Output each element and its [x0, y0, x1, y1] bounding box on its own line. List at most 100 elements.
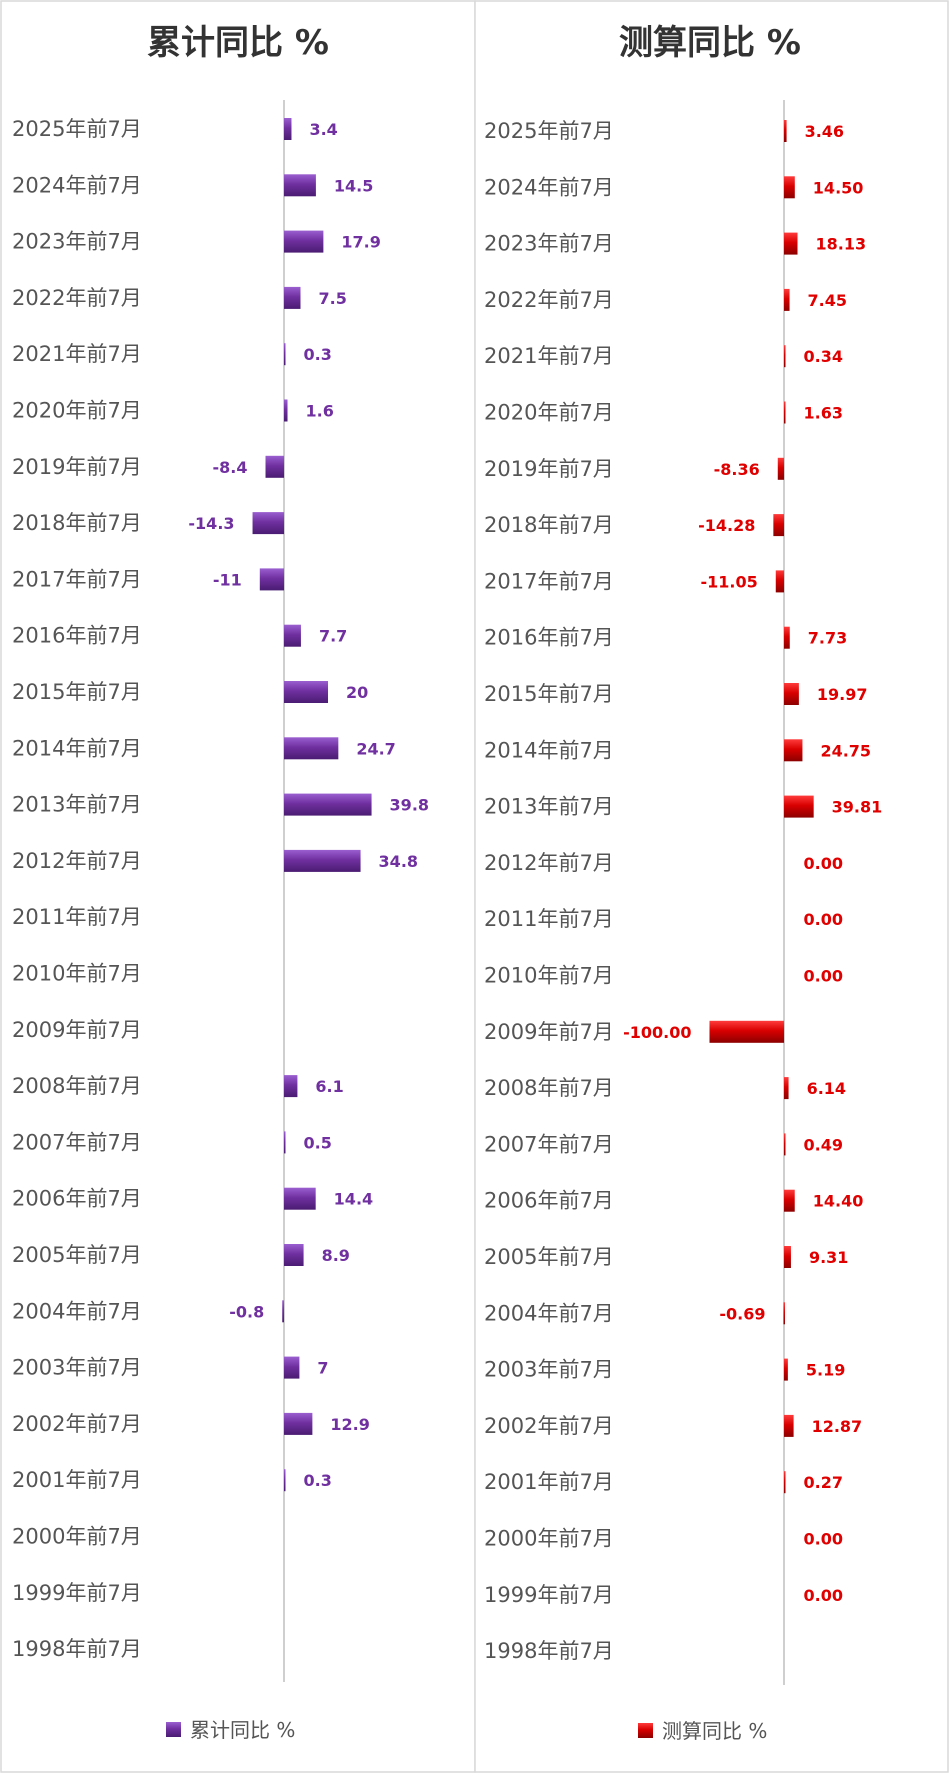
- data-label: 19.97: [817, 685, 868, 704]
- data-label: 7.7: [319, 627, 347, 646]
- data-label: 5.19: [806, 1361, 845, 1380]
- left-legend-label: 累计同比 %: [190, 1718, 295, 1742]
- data-bar: [284, 1187, 316, 1210]
- right-legend-label: 测算同比 %: [662, 1719, 767, 1743]
- data-bar: [284, 624, 301, 647]
- data-label: 1.6: [306, 402, 334, 421]
- right-legend-swatch: [638, 1723, 653, 1738]
- data-bar: [284, 399, 288, 422]
- data-label: 0.00: [804, 1586, 843, 1605]
- data-label: 12.87: [812, 1417, 863, 1436]
- category-label: 2012年前7月: [484, 851, 614, 875]
- data-label: 9.31: [809, 1248, 848, 1267]
- right-chart-marks: 2025年前7月 3.46 2024年前7月 14.50 2023年前7月 18.13 20…: [484, 119, 882, 1663]
- category-label: 2020年前7月: [12, 399, 142, 423]
- category-label: 2008年前7月: [12, 1074, 142, 1098]
- data-label: -100.00: [623, 1023, 691, 1042]
- category-label: 2012年前7月: [12, 849, 142, 873]
- right-chart-frame: [474, 0, 949, 1773]
- data-bar: [252, 512, 284, 535]
- data-label: 1.63: [804, 404, 843, 423]
- data-bar: [284, 118, 292, 140]
- category-label: 2021年前7月: [12, 342, 142, 366]
- data-label: 6.1: [315, 1077, 343, 1096]
- category-label: 2025年前7月: [12, 117, 142, 141]
- data-bar: [259, 568, 284, 591]
- data-bar: [284, 1412, 313, 1435]
- category-label: 2001年前7月: [484, 1470, 614, 1494]
- data-bar: [783, 1302, 785, 1325]
- data-label: 0.34: [804, 347, 843, 366]
- data-label: 6.14: [807, 1079, 846, 1098]
- data-label: 7.45: [808, 291, 847, 310]
- data-label: 17.9: [341, 233, 380, 252]
- left-chart-panel: 累计同比 % 2025年前7月 3.4 2024年前7月 14.5 2023年前7月 17…: [0, 0, 476, 1773]
- data-bar: [282, 1300, 284, 1323]
- data-label: 39.81: [832, 798, 883, 817]
- data-label: 3.4: [309, 120, 337, 139]
- category-label: 2011年前7月: [12, 905, 142, 929]
- category-label: 1999年前7月: [12, 1581, 142, 1605]
- data-bar: [784, 345, 786, 368]
- category-label: 2022年前7月: [484, 288, 614, 312]
- category-label: 2014年前7月: [484, 738, 614, 762]
- data-label: -11.05: [701, 572, 758, 591]
- data-bar: [784, 120, 787, 142]
- data-label: -11: [213, 570, 242, 589]
- category-label: 2010年前7月: [12, 962, 142, 986]
- category-label: 2007年前7月: [484, 1132, 614, 1156]
- data-bar: [284, 1244, 304, 1266]
- category-label: 2024年前7月: [12, 173, 142, 197]
- category-label: 2013年前7月: [12, 793, 142, 817]
- data-label: -14.3: [188, 514, 234, 533]
- category-label: 2011年前7月: [484, 907, 614, 931]
- category-label: 2018年前7月: [484, 513, 614, 537]
- category-label: 2023年前7月: [484, 232, 614, 256]
- category-label: 2009年前7月: [12, 1018, 142, 1042]
- category-label: 2003年前7月: [12, 1356, 142, 1380]
- data-bar: [777, 457, 784, 480]
- right-legend: 测算同比 %: [638, 1719, 767, 1743]
- data-bar: [775, 570, 784, 593]
- category-label: 2025年前7月: [484, 119, 614, 143]
- data-label: 0.00: [804, 910, 843, 929]
- data-bar: [784, 1133, 786, 1156]
- category-label: 2000年前7月: [12, 1525, 142, 1549]
- data-label: 34.8: [379, 852, 418, 871]
- category-label: 2024年前7月: [484, 175, 614, 199]
- category-label: 2002年前7月: [12, 1412, 142, 1436]
- data-bar: [284, 1356, 300, 1379]
- data-bar: [784, 795, 814, 818]
- left-chart-frame: [0, 0, 476, 1773]
- data-label: 7: [317, 1359, 328, 1378]
- data-label: 39.8: [390, 796, 429, 815]
- category-label: 2023年前7月: [12, 230, 142, 254]
- data-label: 0.3: [304, 345, 332, 364]
- data-bar: [784, 288, 790, 311]
- category-label: 2002年前7月: [484, 1414, 614, 1438]
- category-label: 2015年前7月: [484, 682, 614, 706]
- category-label: 2006年前7月: [12, 1187, 142, 1211]
- category-label: 2000年前7月: [484, 1527, 614, 1551]
- data-bar: [284, 793, 372, 816]
- category-label: 1998年前7月: [484, 1639, 614, 1663]
- data-bar: [784, 232, 798, 255]
- data-label: 20: [346, 683, 368, 702]
- data-bar: [265, 455, 284, 478]
- data-bar: [284, 343, 286, 366]
- category-label: 2016年前7月: [12, 624, 142, 648]
- data-bar: [773, 514, 784, 537]
- data-bar: [784, 1189, 795, 1212]
- data-bar: [284, 174, 316, 197]
- category-label: 2016年前7月: [484, 626, 614, 650]
- category-label: 2004年前7月: [484, 1301, 614, 1325]
- category-label: 1998年前7月: [12, 1637, 142, 1661]
- data-bar: [284, 1469, 286, 1492]
- right-chart-panel: 测算同比 % 2025年前7月 3.46 2024年前7月 14.50 2023年前7月…: [474, 0, 949, 1773]
- category-label: 2018年前7月: [12, 511, 142, 535]
- data-bar: [784, 401, 786, 424]
- category-label: 2019年前7月: [12, 455, 142, 479]
- data-label: -0.69: [719, 1304, 765, 1323]
- category-label: 1999年前7月: [484, 1583, 614, 1607]
